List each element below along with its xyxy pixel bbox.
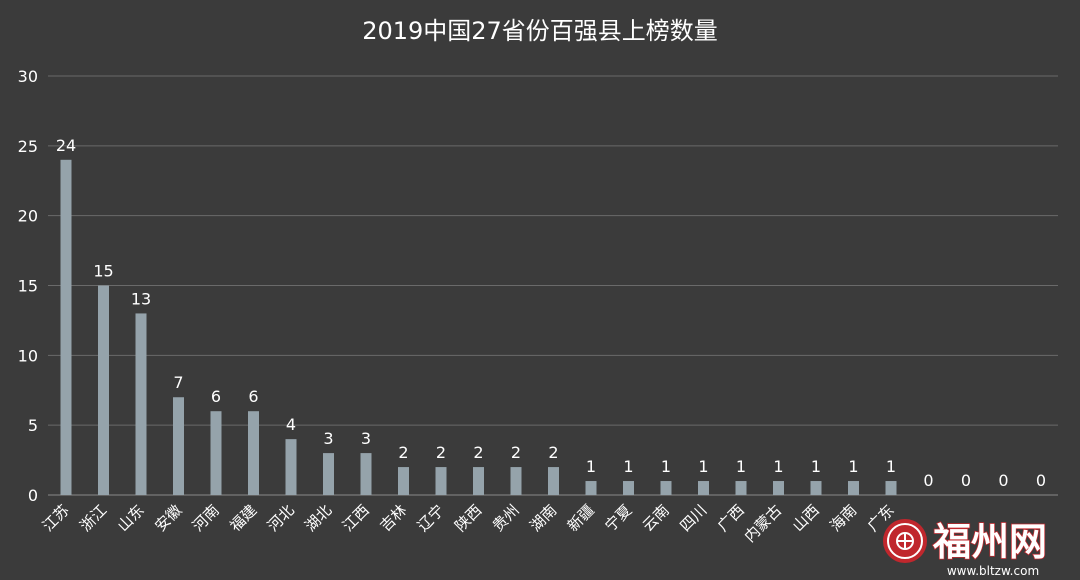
data-label: 2 <box>398 443 408 462</box>
bar <box>98 285 109 495</box>
data-label: 2 <box>548 443 558 462</box>
data-label: 3 <box>361 429 371 448</box>
bar <box>285 439 297 495</box>
y-tick-label: 15 <box>18 277 38 296</box>
data-label: 1 <box>661 457 671 476</box>
data-label: 3 <box>323 429 333 448</box>
bar <box>848 481 859 495</box>
data-label: 1 <box>698 457 708 476</box>
data-label: 6 <box>211 387 221 406</box>
data-label: 13 <box>131 289 151 308</box>
bar <box>623 481 634 495</box>
data-label: 0 <box>998 471 1008 490</box>
data-label: 6 <box>248 387 258 406</box>
bar <box>510 467 522 495</box>
bars <box>60 159 897 496</box>
bar <box>248 411 259 495</box>
data-label: 1 <box>811 457 821 476</box>
data-label: 4 <box>286 415 296 434</box>
data-label: 2 <box>436 443 446 462</box>
bar <box>773 481 784 495</box>
data-label: 1 <box>886 457 896 476</box>
data-label: 1 <box>848 457 858 476</box>
bar <box>473 467 484 495</box>
data-labels: 24 15 13 7 6 6 4 3 3 2 2 2 2 2 1 1 1 1 1 1 1 1 1 0 0 0 0 <box>56 136 1046 490</box>
watermark-text: 福州网 <box>932 519 1047 564</box>
bar <box>585 481 597 495</box>
data-label: 0 <box>961 471 971 490</box>
bar <box>135 313 147 495</box>
y-tick-label: 20 <box>18 207 38 226</box>
data-label: 24 <box>56 136 76 155</box>
data-label: 0 <box>923 471 933 490</box>
data-label: 1 <box>586 457 596 476</box>
chart-title: 2019中国27省份百强县上榜数量 <box>362 17 718 45</box>
bar <box>398 467 409 495</box>
data-label: 1 <box>623 457 633 476</box>
bar <box>435 467 447 495</box>
data-label: 7 <box>173 373 183 392</box>
data-label: 0 <box>1036 471 1046 490</box>
data-label: 1 <box>773 457 783 476</box>
bar <box>173 397 184 495</box>
data-label: 2 <box>473 443 483 462</box>
y-axis: 0 5 10 15 20 25 30 <box>18 67 38 505</box>
bar <box>210 411 222 495</box>
bar <box>323 453 334 495</box>
data-label: 2 <box>511 443 521 462</box>
seal-logo-icon <box>883 519 927 563</box>
y-tick-label: 25 <box>18 137 38 156</box>
bar <box>60 159 72 496</box>
data-label: 15 <box>93 262 113 281</box>
watermark: 福州网 www.bltzw.com <box>883 518 1048 578</box>
bar <box>885 481 897 495</box>
y-tick-label: 10 <box>18 346 38 365</box>
bar <box>660 481 672 495</box>
y-tick-label: 5 <box>28 416 38 435</box>
watermark-url: www.bltzw.com <box>947 564 1039 578</box>
y-tick-label: 30 <box>18 67 38 86</box>
bar <box>810 481 822 495</box>
bar <box>548 467 559 495</box>
data-label: 1 <box>736 457 746 476</box>
bar <box>735 481 747 495</box>
y-tick-label: 0 <box>28 486 38 505</box>
bar <box>698 481 709 495</box>
bar <box>360 453 372 495</box>
